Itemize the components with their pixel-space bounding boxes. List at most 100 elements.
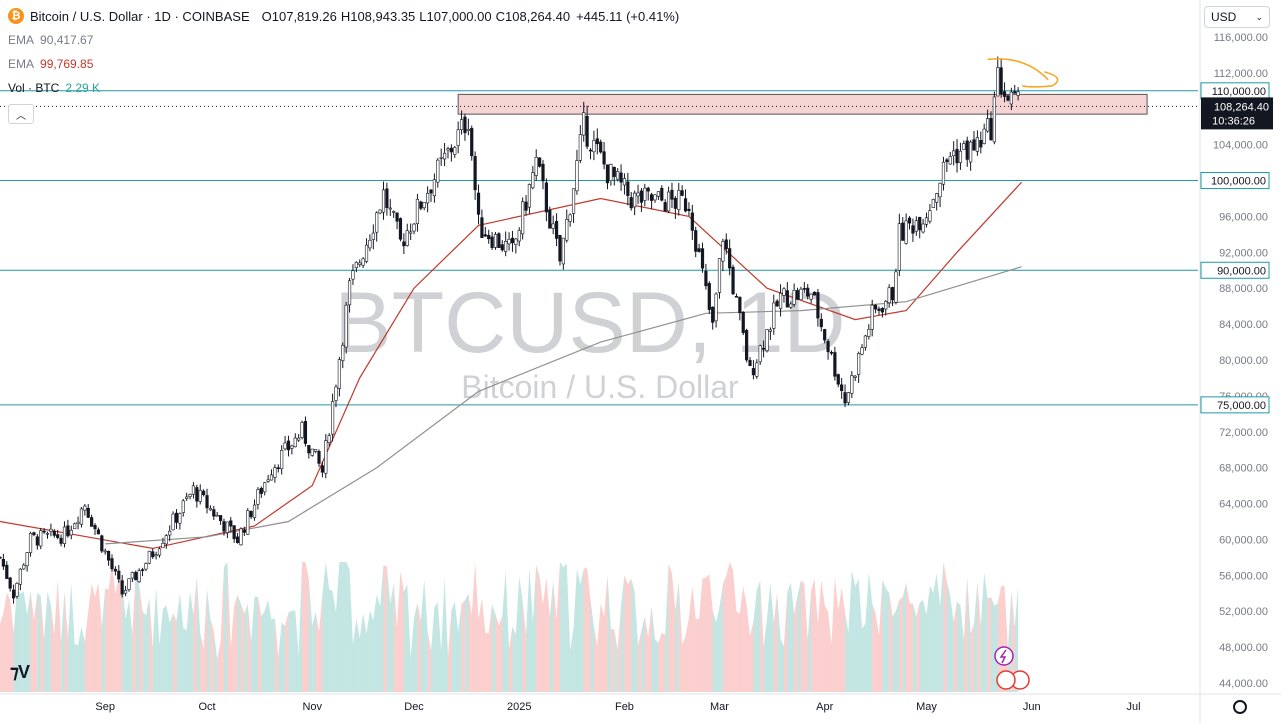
- candle-body: [123, 590, 128, 594]
- volume-area: [600, 602, 605, 692]
- volume-name: Vol · BTC: [8, 81, 60, 95]
- volume-area: [237, 594, 241, 692]
- volume-area: [23, 591, 28, 692]
- ema-fast-legend[interactable]: EMA 99,769.85: [8, 57, 93, 71]
- volume-area: [773, 592, 778, 692]
- volume-area: [407, 583, 411, 692]
- arrow-head: [1022, 71, 1059, 88]
- ema-slow-legend[interactable]: EMA 90,417.67: [8, 33, 93, 47]
- settings-gear-icon[interactable]: [1233, 700, 1247, 714]
- candle-body: [860, 347, 864, 355]
- volume-area: [716, 607, 720, 692]
- volume-area: [186, 590, 191, 692]
- candle-body: [765, 329, 769, 351]
- volume-area: [369, 610, 374, 692]
- candle-body: [571, 188, 576, 214]
- currency-select[interactable]: USD ⌄: [1204, 6, 1270, 28]
- price-axis[interactable]: 44,000.00 48,000.00 52,000.00 56,000.00 60,0…: [1199, 0, 1273, 723]
- candle-body: [327, 435, 331, 443]
- price-tick-label: 104,000.00: [1213, 140, 1268, 152]
- volume-area: [20, 591, 24, 692]
- volume-area: [234, 594, 238, 692]
- chevron-down-icon: ⌄: [1255, 11, 1263, 22]
- candle-body: [768, 329, 772, 332]
- close-value: 108,264.40: [505, 8, 571, 24]
- volume-area: [936, 573, 941, 692]
- candle-body: [751, 368, 756, 376]
- volume-area: [403, 583, 408, 692]
- candle-body: [273, 467, 277, 478]
- candle-body: [656, 191, 660, 197]
- candle-body: [1006, 95, 1010, 101]
- volume-area: [386, 566, 391, 692]
- volume-area: [115, 577, 119, 692]
- volume-area: [709, 574, 713, 692]
- candle-body: [280, 450, 284, 470]
- collapse-legend-button[interactable]: ︿: [8, 104, 34, 124]
- candle-body: [181, 500, 185, 513]
- volume-area: [271, 618, 275, 692]
- volume-area: [760, 580, 764, 692]
- candle-body: [935, 193, 939, 203]
- candle-body: [256, 489, 260, 505]
- volume-area: [814, 578, 818, 692]
- candle-body: [419, 201, 423, 209]
- candle-body: [904, 220, 908, 244]
- volume-area: [0, 613, 4, 692]
- volume-area: [817, 580, 822, 692]
- ema-slow-value: 90,417.67: [40, 33, 94, 47]
- volume-area: [10, 599, 14, 692]
- tradingview-logo-icon[interactable]: ⁊V: [10, 662, 30, 682]
- candle-body: [538, 157, 542, 167]
- candle-body: [490, 236, 494, 248]
- candle-body: [599, 141, 603, 153]
- candle-body: [816, 292, 820, 319]
- candle-body: [439, 157, 443, 159]
- volume-area: [37, 592, 41, 692]
- candle-body: [795, 290, 800, 300]
- volume-area: [940, 562, 944, 692]
- candle-body: [130, 572, 134, 579]
- volume-area: [437, 601, 442, 692]
- volume-area: [30, 590, 34, 692]
- volume-area: [658, 632, 662, 692]
- price-tick-label: 116,000.00: [1214, 32, 1268, 44]
- volume-area: [997, 585, 1002, 692]
- candle-body: [73, 523, 77, 530]
- candle-body: [721, 241, 725, 262]
- candle-body: [96, 529, 101, 535]
- volume-area: [302, 562, 306, 692]
- price-tick-label: 80,000.00: [1219, 355, 1268, 367]
- volume-area: [179, 593, 184, 692]
- volume-area: [410, 617, 415, 692]
- volume-area: [64, 591, 68, 692]
- volume-area: [464, 593, 469, 692]
- candle-body: [11, 589, 16, 599]
- volume-area: [359, 613, 364, 692]
- candle-body: [711, 306, 715, 323]
- candle-body: [164, 535, 168, 545]
- candle-body: [636, 192, 640, 197]
- volume-area: [132, 569, 136, 692]
- volume-area: [756, 580, 761, 692]
- candle-body: [843, 392, 847, 404]
- volume-area: [573, 568, 577, 692]
- volume-area: [576, 568, 581, 692]
- symbol-title[interactable]: Bitcoin / U.S. Dollar · 1D · COINBASE: [30, 8, 250, 24]
- candle-body: [677, 190, 681, 211]
- volume-area: [909, 603, 913, 692]
- volume-area: [872, 603, 876, 692]
- candle-body: [402, 241, 406, 247]
- volume-area: [943, 562, 947, 692]
- volume-area: [173, 613, 177, 692]
- volume-area: [512, 626, 516, 692]
- time-axis[interactable]: Sep Oct Nov Dec 2025 Feb Mar Apr May Jun Jul: [0, 693, 1281, 713]
- candle-body: [907, 217, 912, 224]
- candle-body: [392, 211, 396, 213]
- candle-body: [962, 143, 966, 150]
- volume-legend[interactable]: Vol · BTC 2.29 K: [8, 81, 100, 95]
- volume-area: [885, 588, 890, 692]
- candle-body: [107, 550, 111, 561]
- volume-area: [746, 604, 751, 692]
